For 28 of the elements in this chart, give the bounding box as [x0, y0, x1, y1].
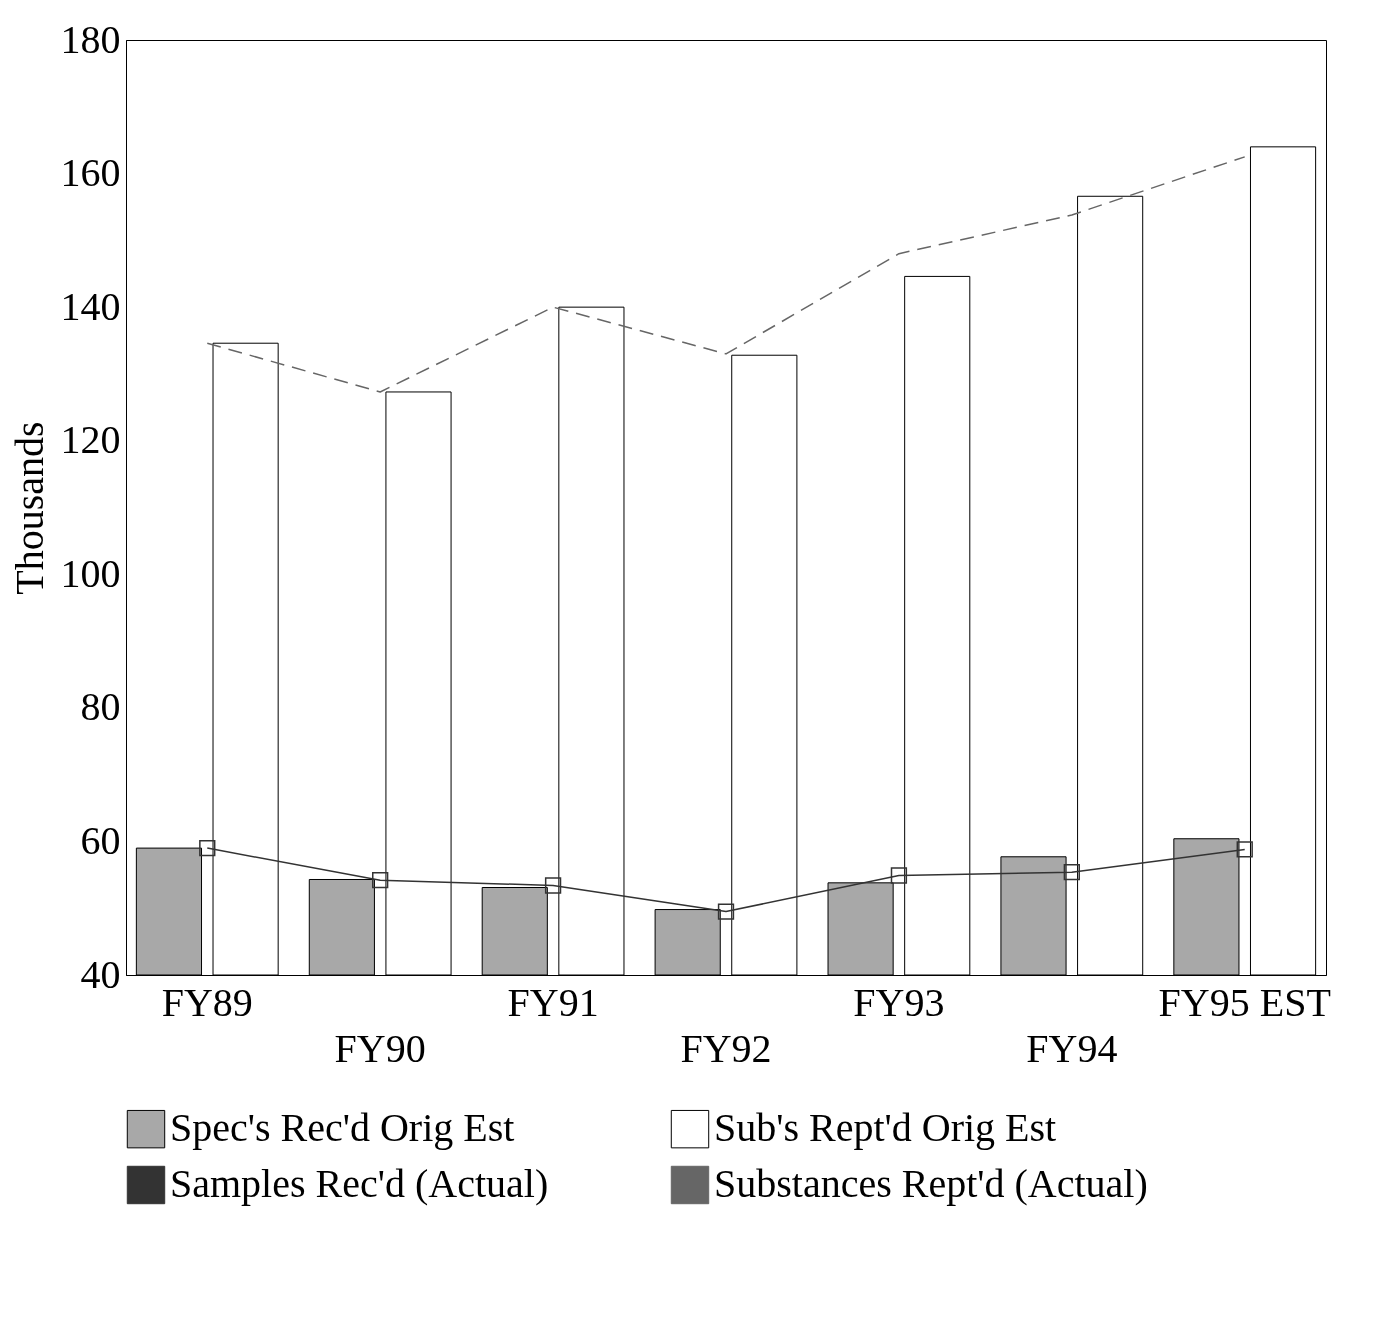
x-tick-label: FY93	[853, 979, 945, 1025]
point	[199, 839, 216, 857]
x-tick-label: FY89	[161, 979, 253, 1025]
y-tick-label: 60	[80, 817, 121, 863]
x-tick-label: FY92	[680, 1025, 772, 1071]
y-tick-label: 180	[60, 16, 121, 62]
x-tick-label: FY91	[507, 979, 599, 1025]
y-tick-label: 140	[60, 283, 121, 329]
point	[544, 877, 562, 894]
legend-label: Samples Rec'd (Actual)	[170, 1161, 549, 1206]
y-tick-label: 40	[80, 951, 121, 997]
y-tick-label: 100	[60, 550, 121, 596]
point	[372, 872, 389, 889]
y-axis-title: Thousands	[6, 421, 52, 595]
legend-label: Substances Rept'd (Actual)	[714, 1161, 1148, 1206]
point	[717, 903, 735, 920]
y-tick-label: 120	[60, 417, 121, 463]
y-tick-label: 80	[80, 684, 121, 730]
x-tick-label: FY95 EST	[1158, 979, 1331, 1025]
x-tick-label: FY94	[1026, 1025, 1118, 1071]
legend-label: Spec's Rec'd Orig Est	[170, 1105, 515, 1151]
legend-label: Sub's Rept'd Orig Est	[714, 1105, 1057, 1151]
y-tick-label: 160	[60, 150, 121, 196]
point	[890, 867, 908, 884]
point	[1236, 841, 1253, 858]
line-series	[206, 156, 1246, 393]
point	[1063, 863, 1080, 881]
x-tick-label: FY90	[334, 1025, 426, 1071]
